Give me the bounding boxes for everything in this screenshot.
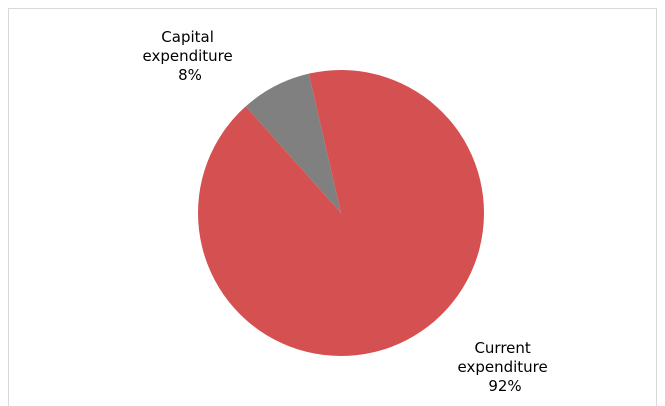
label-capital-line-2: expenditure [142, 47, 232, 65]
label-current-line-2: expenditure [457, 358, 547, 376]
pie-slice-capital-expenditure [245, 73, 341, 213]
label-current-line-1: Current [474, 339, 530, 357]
label-capital-percent: 8% [178, 66, 202, 84]
label-capital-line-1: Capital [161, 28, 214, 46]
pie-slice-current-expenditure [198, 70, 485, 357]
label-current-expenditure: Current expenditure 92% [457, 339, 552, 395]
label-current-percent: 92% [488, 377, 521, 395]
pie-slices [198, 70, 485, 357]
label-capital-expenditure: Capital expenditure 8% [142, 28, 237, 84]
